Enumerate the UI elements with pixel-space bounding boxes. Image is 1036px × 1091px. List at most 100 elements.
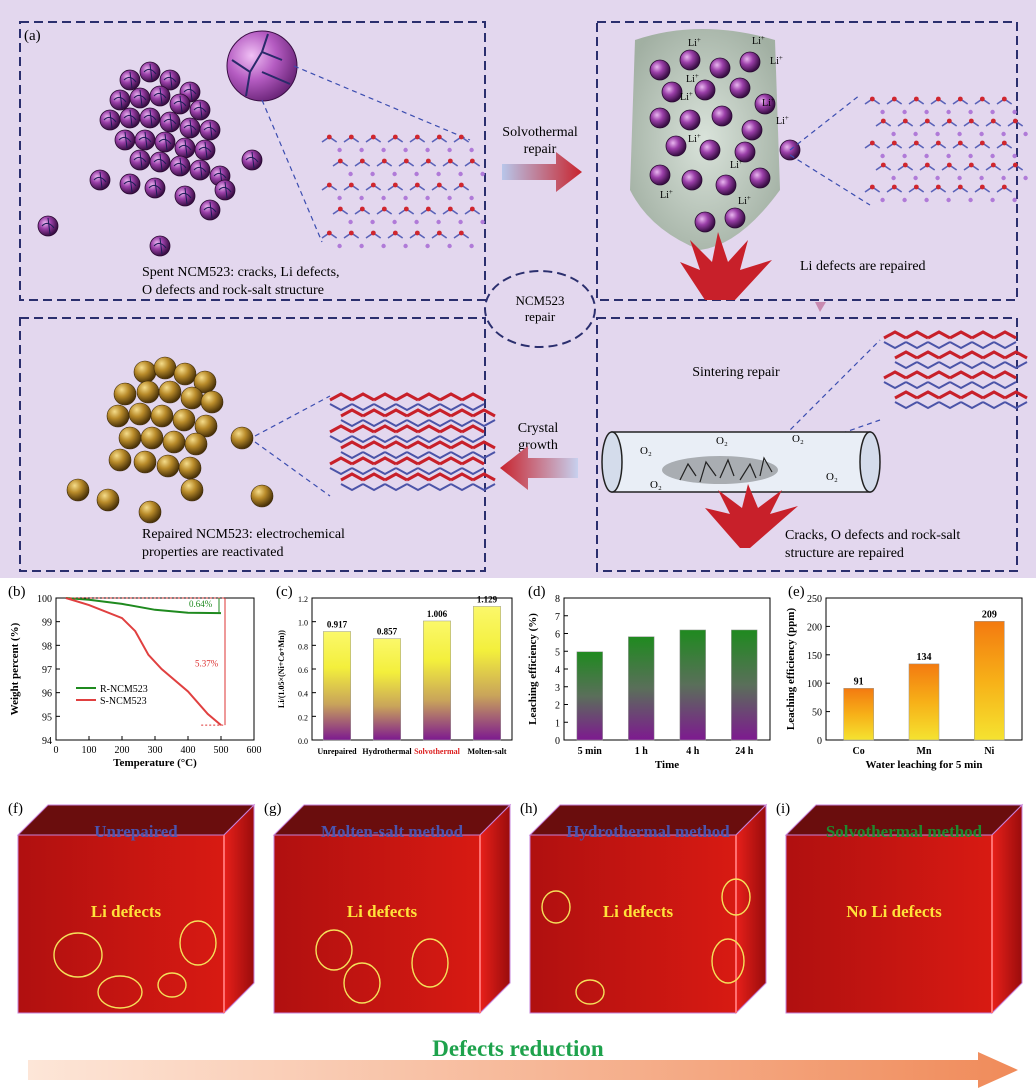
y-tick-label: 97 [42, 665, 52, 676]
repaired-caption-1: Repaired NCM523: electrochemical [142, 527, 345, 542]
bar-1-h [628, 636, 655, 741]
spent-caption-2: O defects and rock-salt structure [142, 283, 324, 298]
cube-front [529, 834, 737, 1014]
lattice-bond [461, 403, 485, 412]
lattice-bond [905, 370, 929, 380]
lattice-bond [982, 361, 1006, 370]
vessel-particle [661, 81, 683, 103]
spent-particle [149, 235, 171, 257]
y-tick-label: 200 [807, 622, 822, 633]
bar-molten-salt [473, 606, 501, 741]
repaired-particle [118, 426, 142, 450]
vessel-particle [709, 57, 731, 79]
lattice-bond [905, 341, 929, 350]
vessel-particle [649, 107, 671, 129]
lattice-atom [902, 162, 908, 168]
lattice-bond [439, 403, 463, 412]
lattice-li-atom [480, 171, 485, 177]
lattice-bond [329, 392, 353, 402]
data-label: 0.917 [327, 619, 348, 629]
lattice-atom [381, 158, 387, 164]
y-tick-label: 1 [555, 718, 560, 729]
lattice-bond [406, 472, 430, 482]
solvothermal-text-2: repair [524, 142, 557, 157]
lattice-bond [949, 341, 973, 350]
lattice-bond [351, 467, 375, 476]
spent-particle-crack [193, 101, 207, 119]
lattice-bond [905, 330, 929, 340]
lattice-atom [990, 118, 996, 124]
lattice-atom [1012, 162, 1018, 168]
lattice-atom [913, 184, 919, 190]
lattice-bond [916, 401, 940, 410]
lattice-bond [384, 440, 408, 450]
y-tick-label: 1.2 [298, 595, 308, 604]
lattice-li-atom [968, 197, 973, 203]
spent-particle-crack [198, 141, 212, 159]
y-tick-label: 98 [42, 641, 52, 652]
lattice-bond [439, 392, 463, 402]
cube-side [991, 803, 1023, 1015]
category-label: Ni [984, 746, 994, 757]
lattice-bond [417, 392, 441, 402]
lattice-bond [971, 341, 995, 350]
lattice-li-atom [392, 219, 397, 225]
lattice-spent [321, 134, 485, 249]
lattice-bond [406, 440, 430, 450]
spent-particle [119, 173, 141, 195]
heat-burst-2 [705, 484, 798, 548]
repaired-particle [158, 380, 182, 404]
lattice-atom [414, 182, 420, 188]
lattice-repaired [329, 392, 496, 492]
lattice-atom [348, 134, 354, 140]
lattice-bond [450, 440, 474, 450]
spent-particle-crack [113, 91, 127, 109]
vessel-particle [754, 93, 776, 115]
lattice-li-atom [990, 153, 995, 159]
vessel-particle [729, 77, 751, 99]
lattice-li-atom [1012, 109, 1017, 115]
vessel-particle [724, 207, 746, 229]
lattice-atom [869, 96, 875, 102]
lattice-atom [348, 182, 354, 188]
spent-particle-crack [153, 153, 167, 171]
lattice-bond [472, 483, 496, 492]
lattice-atom [891, 184, 897, 190]
repaired-particle [173, 362, 197, 386]
lattice-li-atom [1023, 131, 1028, 137]
spent-particle-crack [163, 71, 177, 89]
y-tick-label: 7 [555, 612, 560, 623]
cube-i: (i) Solvothermal method No Li defects [776, 801, 1024, 1015]
lattice-li-atom [1023, 175, 1028, 181]
lattice-atom [880, 162, 886, 168]
li-repaired-caption: Li defects are repaired [800, 259, 926, 274]
cube-front [785, 834, 993, 1014]
spent-particle [37, 215, 59, 237]
lattice-atom [403, 206, 409, 212]
y-axis-label: Li/(1.05×(Ni+Co+Mn)) [277, 630, 286, 708]
lattice-bond [362, 483, 386, 492]
lattice-atom [957, 140, 963, 146]
lattice-bond [938, 401, 962, 410]
lattice-li-atom [1012, 197, 1017, 203]
lattice-bond [340, 419, 364, 428]
panel-label: (e) [788, 584, 805, 600]
repaired-particle [150, 404, 174, 428]
repaired-caption-2: properties are reactivated [142, 545, 283, 560]
spent-particle-crack [183, 83, 197, 101]
repaired-particle [133, 360, 157, 384]
spent-particle [144, 177, 166, 199]
lattice-li-atom [902, 153, 907, 159]
bar-solvothermal [423, 620, 451, 741]
lattice-li-atom [946, 109, 951, 115]
data-label: 134 [917, 652, 932, 663]
y-tick-label: 94 [42, 736, 52, 747]
chart-e-leaching-ppm: (e) 0 50 100 150 200 250 Co 91 Mn 134 Ni 209 Water le… [785, 584, 1023, 771]
cube-title: Solvothermal method [826, 822, 983, 841]
lattice-atom [326, 134, 332, 140]
lattice-li-atom [902, 197, 907, 203]
cube-panels: (f) Unrepaired Li defects (g) Molten-salt me… [8, 801, 1024, 1015]
lattice-bond [417, 424, 441, 434]
panel-label: (d) [528, 584, 546, 600]
lattice-li-atom [990, 109, 995, 115]
